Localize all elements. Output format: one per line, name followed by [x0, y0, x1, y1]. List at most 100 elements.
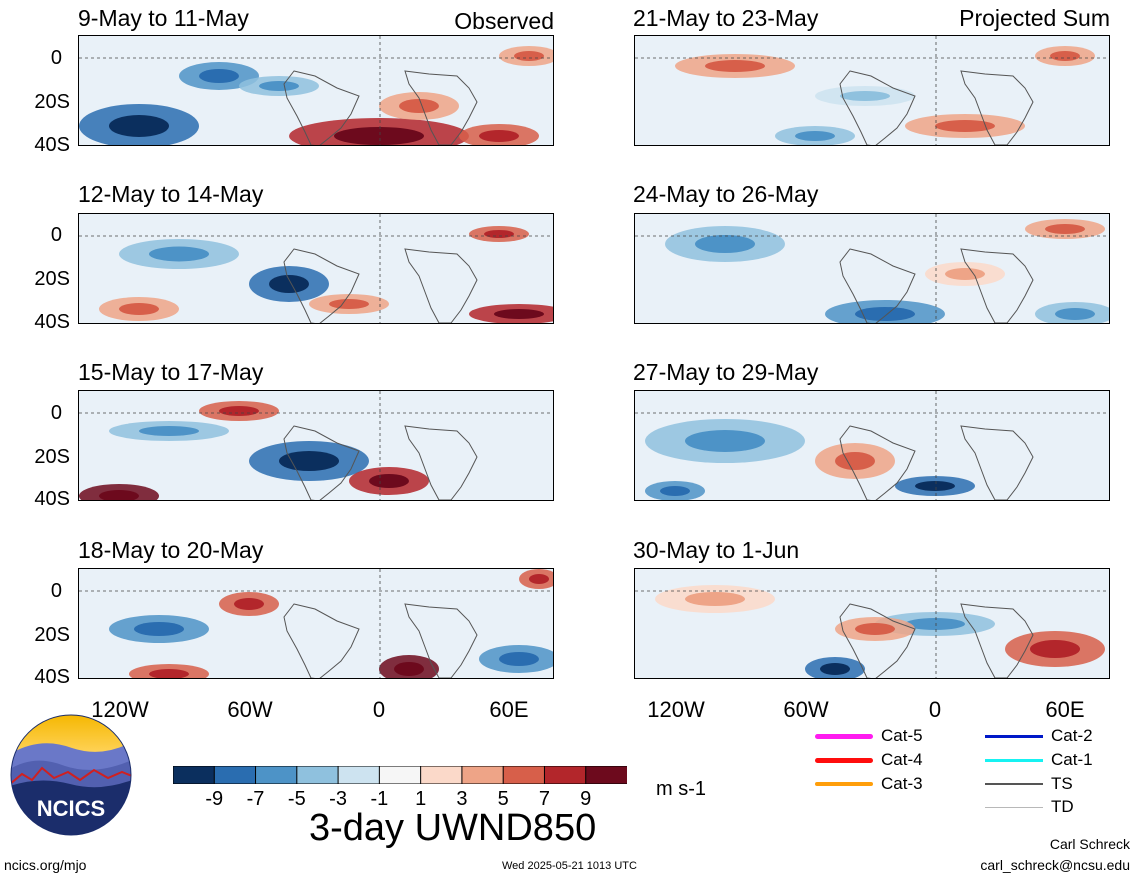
- anomaly-core: [329, 299, 369, 309]
- coastline: [960, 70, 1034, 145]
- legend-item: Cat-5: [815, 726, 923, 746]
- panel-label: Projected Sum: [959, 5, 1110, 31]
- anomaly-core: [499, 652, 539, 666]
- anomaly-core: [479, 130, 519, 142]
- colorbar-tick-label: 3: [456, 788, 468, 810]
- footer-email[interactable]: carl_schreck@ncsu.edu: [980, 857, 1130, 873]
- legend-swatch: [985, 783, 1043, 785]
- anomaly-core: [835, 452, 875, 470]
- coastline: [283, 425, 360, 500]
- colorbar-tick-label: -3: [329, 788, 347, 810]
- colorbar-tick-label: 1: [415, 788, 427, 810]
- map-panel: [78, 390, 554, 501]
- y-tick-label: 0: [50, 580, 62, 602]
- x-tick-label: 60W: [783, 697, 829, 722]
- coastline: [404, 248, 478, 323]
- anomaly-core: [334, 127, 424, 145]
- anomaly-core: [705, 60, 765, 72]
- map-panel: [634, 35, 1110, 146]
- anomaly-core: [119, 303, 159, 315]
- legend-label: Cat-2: [1051, 726, 1093, 745]
- panel-title: 27-May to 29-May: [633, 359, 819, 385]
- legend-label: TD: [1051, 797, 1074, 816]
- legend-item: Cat-2: [985, 726, 1093, 746]
- anomaly-core: [394, 662, 424, 676]
- coastline: [839, 603, 916, 678]
- anomaly-core: [149, 669, 189, 678]
- legend-item: TD: [985, 797, 1074, 817]
- y-tick-label: 20S: [34, 446, 70, 468]
- legend-label: TS: [1051, 774, 1073, 793]
- x-tick-label: 0: [372, 697, 386, 722]
- colorbar-swatch: [296, 765, 340, 785]
- panel-label: Observed: [454, 8, 554, 34]
- anomaly-core: [695, 235, 755, 253]
- coastline: [283, 248, 360, 323]
- anomaly-field: [635, 36, 1109, 145]
- anomaly-core: [1030, 640, 1080, 658]
- legend-label: Cat-5: [881, 726, 923, 745]
- anomaly-core: [484, 230, 514, 238]
- coastline: [960, 248, 1034, 323]
- y-tick-label: 20S: [34, 268, 70, 290]
- panel-title: 9-May to 11-May: [78, 5, 249, 31]
- colorbar-swatch: [172, 765, 216, 785]
- anomaly-core: [149, 246, 209, 262]
- y-tick-label: 40S: [34, 666, 70, 688]
- colorbar-swatch: [585, 765, 629, 785]
- legend-item: TS: [985, 774, 1073, 794]
- anomaly-core: [494, 309, 544, 319]
- x-tick-label: 0: [928, 697, 942, 722]
- map-panel: [634, 390, 1110, 501]
- anomaly-core: [1050, 51, 1080, 61]
- coastline: [404, 603, 478, 678]
- y-tick-label: 0: [50, 402, 62, 424]
- anomaly-field: [79, 391, 553, 500]
- colorbar-swatch: [378, 765, 422, 785]
- legend-swatch: [815, 782, 873, 786]
- anomaly-core: [820, 663, 850, 675]
- anomaly-core: [1055, 308, 1095, 320]
- legend-swatch: [985, 758, 1043, 762]
- map-panel: [634, 213, 1110, 324]
- anomaly-core: [945, 268, 985, 280]
- x-tick-label: 120W: [647, 697, 705, 722]
- coastline: [404, 425, 478, 500]
- legend-item: Cat-3: [815, 774, 923, 794]
- anomaly-core: [514, 51, 544, 61]
- panel-title: 12-May to 14-May: [78, 181, 264, 207]
- colorbar-tick-label: -1: [370, 788, 389, 810]
- colorbar-swatch: [461, 765, 505, 785]
- anomaly-core: [1045, 224, 1085, 234]
- colorbar-tick-label: -7: [246, 788, 265, 810]
- legend-swatch: [985, 734, 1043, 738]
- footer-url[interactable]: ncics.org/mjo: [4, 857, 87, 873]
- legend-swatch: [815, 733, 873, 739]
- x-tick-label: 60W: [227, 697, 273, 722]
- coastline: [283, 603, 360, 678]
- colorbar: [172, 765, 629, 785]
- anomaly-core: [915, 481, 955, 491]
- anomaly-core: [905, 618, 965, 630]
- main-title: 3-day UWND850: [309, 807, 597, 849]
- colorbar-swatch: [213, 765, 257, 785]
- map-panel: [78, 213, 554, 324]
- y-tick-label: 20S: [34, 624, 70, 646]
- coastline: [960, 425, 1034, 500]
- legend-swatch: [815, 757, 873, 763]
- anomaly-core: [199, 69, 239, 83]
- panel-title: 30-May to 1-Jun: [633, 537, 800, 563]
- x-tick-label: 60E: [1045, 697, 1085, 722]
- map-panel: [78, 568, 554, 679]
- x-tick-label: 120W: [91, 697, 149, 722]
- logo-text: NCICS: [37, 796, 105, 821]
- anomaly-core: [269, 275, 309, 293]
- panel-title: 21-May to 23-May: [633, 5, 819, 31]
- legend-item: Cat-4: [815, 750, 923, 770]
- anomaly-field: [635, 391, 1109, 500]
- anomaly-core: [369, 474, 409, 488]
- colorbar-swatch: [337, 765, 381, 785]
- anomaly-core: [840, 91, 890, 101]
- anomaly-core: [399, 99, 439, 113]
- colorbar-tick-label: 9: [580, 788, 592, 810]
